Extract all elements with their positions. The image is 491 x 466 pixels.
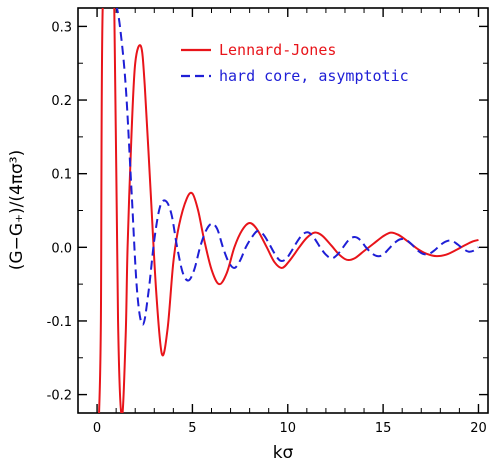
y-tick-label: 0.0 bbox=[51, 241, 72, 256]
y-axis-title: (G−G₊)/(4πσ³) bbox=[7, 150, 27, 270]
y-tick-label: -0.1 bbox=[47, 315, 72, 330]
x-axis-title: kσ bbox=[273, 443, 294, 463]
x-tick-label: 5 bbox=[188, 421, 196, 436]
legend-label-2: hard core, asymptotic bbox=[219, 67, 409, 85]
x-tick-label: 0 bbox=[93, 421, 101, 436]
series-group bbox=[98, 8, 480, 413]
y-tick-label: 0.3 bbox=[51, 20, 72, 35]
legend: Lennard-Jones hard core, asymptotic bbox=[181, 41, 409, 85]
series-line-2 bbox=[115, 8, 480, 326]
legend-label-1: Lennard-Jones bbox=[219, 41, 336, 59]
x-tick-label: 15 bbox=[375, 421, 392, 436]
y-tick-label: 0.1 bbox=[51, 168, 72, 183]
y-tick-label: -0.2 bbox=[47, 389, 72, 404]
x-tick-label: 10 bbox=[279, 421, 296, 436]
x-tick-label: 20 bbox=[470, 421, 487, 436]
tick-labels: 0 5 10 15 20 -0.2 -0.1 0.0 0.1 0.2 0.3 bbox=[47, 20, 487, 436]
y-tick-label: 0.2 bbox=[51, 94, 72, 109]
series-line-1 bbox=[98, 8, 479, 413]
